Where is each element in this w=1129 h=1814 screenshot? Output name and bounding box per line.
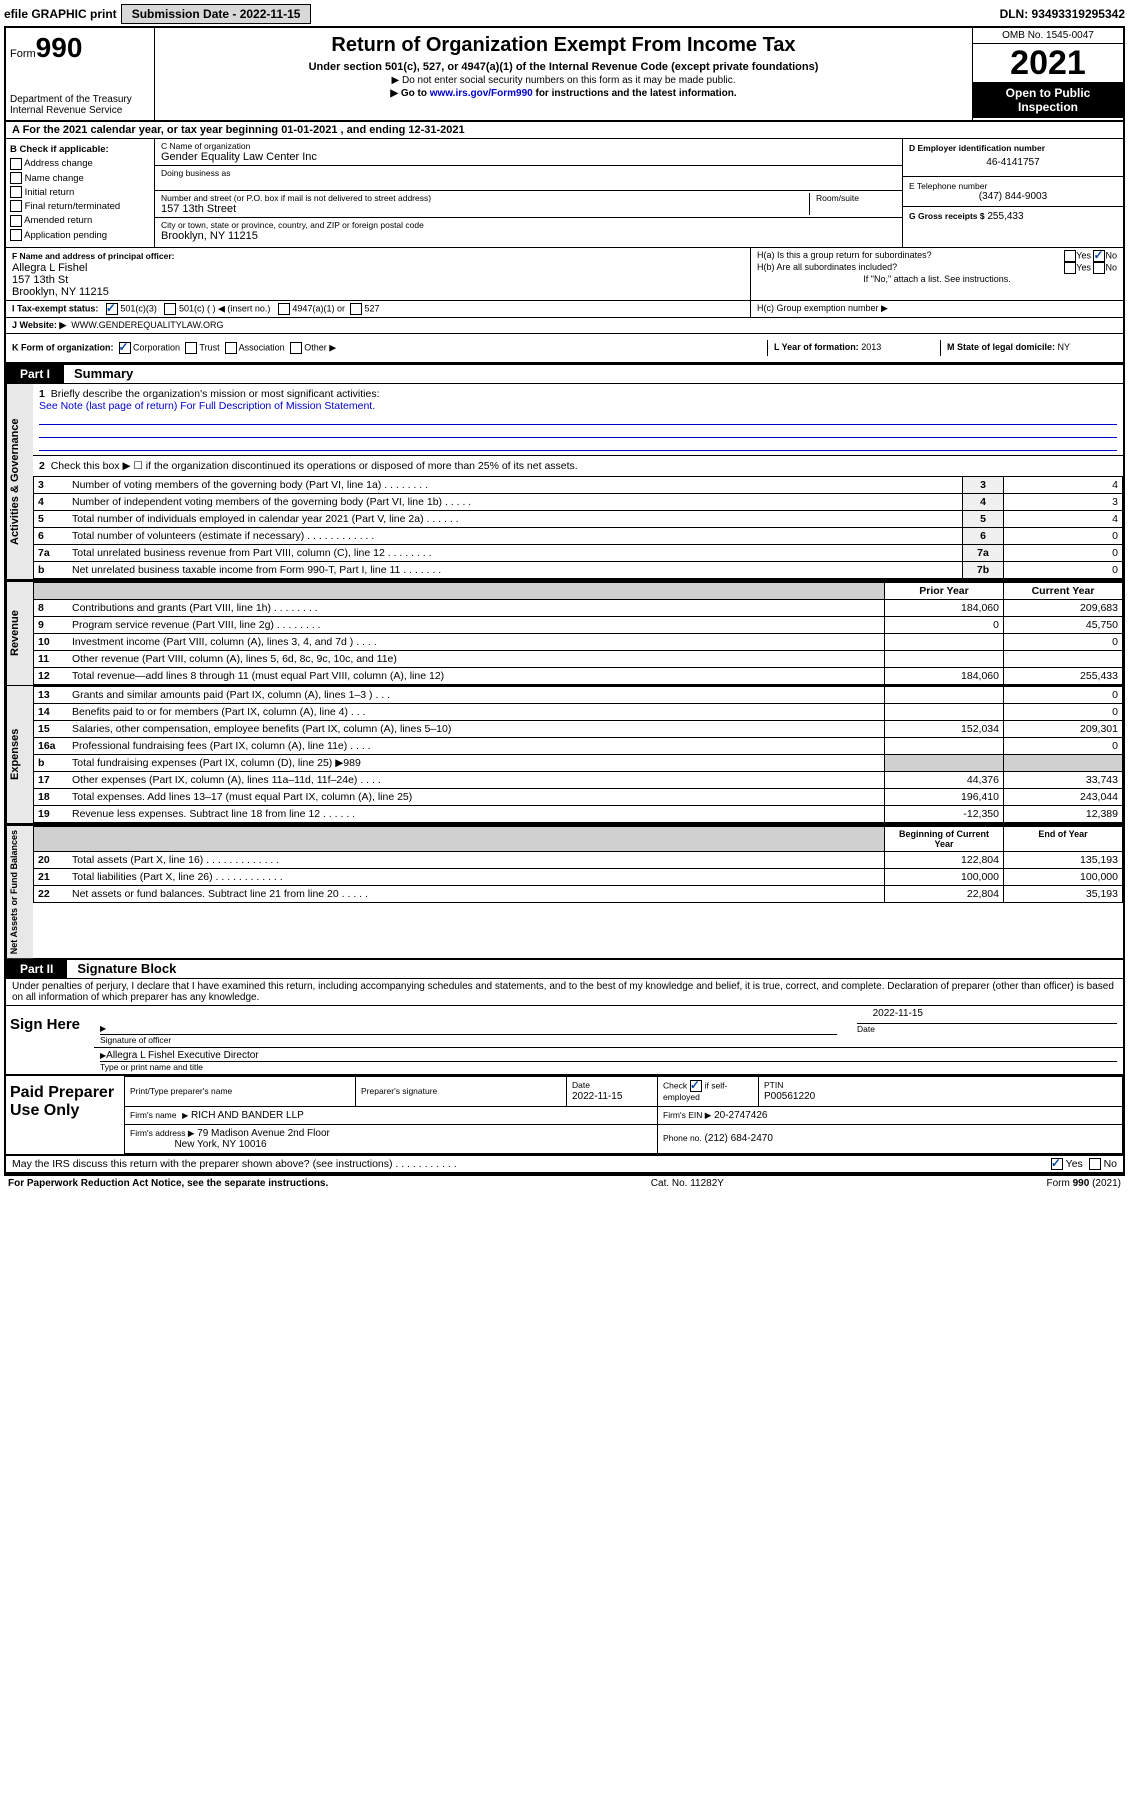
row-i: I Tax-exempt status: 501(c)(3) 501(c) ( …: [6, 301, 1123, 318]
net-assets-table: Beginning of Current YearEnd of Year20To…: [33, 826, 1123, 903]
row-j: J Website: ▶ WWW.GENDEREQUALITYLAW.ORG: [6, 318, 1123, 334]
chk-amended: Amended return: [10, 214, 150, 228]
ha-no[interactable]: [1093, 250, 1105, 262]
chk-address: Address change: [10, 157, 150, 171]
discuss-no[interactable]: [1089, 1158, 1101, 1170]
part1-header: Part I Summary: [6, 363, 1123, 384]
section-governance: Activities & Governance 1 Briefly descri…: [6, 384, 1123, 580]
efile-label: efile GRAPHIC print: [4, 7, 117, 21]
irs-link[interactable]: www.irs.gov/Form990: [430, 88, 533, 99]
section-revenue: Revenue Prior YearCurrent Year8Contribut…: [6, 580, 1123, 686]
chk-501c3[interactable]: [106, 303, 118, 315]
section-expenses: Expenses 13Grants and similar amounts pa…: [6, 686, 1123, 824]
revenue-table: Prior YearCurrent Year8Contributions and…: [33, 582, 1123, 685]
section-bcd: B Check if applicable: Address change Na…: [6, 139, 1123, 248]
paid-preparer: Paid Preparer Use Only Print/Type prepar…: [6, 1076, 1123, 1156]
row-klm: K Form of organization: Corporation Trus…: [6, 334, 1123, 363]
discuss-yes[interactable]: [1051, 1158, 1063, 1170]
chk-pending: Application pending: [10, 229, 150, 243]
section-net-assets: Net Assets or Fund Balances Beginning of…: [6, 824, 1123, 960]
form-990: Form990 Department of the Treasury Inter…: [4, 26, 1125, 1176]
chk-initial: Initial return: [10, 186, 150, 200]
submission-date-btn[interactable]: Submission Date - 2022-11-15: [121, 4, 312, 24]
header-right: OMB No. 1545-0047 2021 Open to Public In…: [972, 28, 1123, 120]
chk-self-emp[interactable]: [690, 1080, 702, 1092]
hb-yes[interactable]: [1064, 262, 1076, 274]
header-left: Form990 Department of the Treasury Inter…: [6, 28, 155, 120]
chk-final: Final return/terminated: [10, 200, 150, 214]
perjury-text: Under penalties of perjury, I declare th…: [6, 979, 1123, 1005]
ha-yes[interactable]: [1064, 250, 1076, 262]
page-footer: For Paperwork Reduction Act Notice, see …: [4, 1176, 1125, 1191]
chk-name: Name change: [10, 172, 150, 186]
form-title: Return of Organization Exempt From Incom…: [163, 34, 964, 57]
top-bar: efile GRAPHIC print Submission Date - 20…: [4, 4, 1125, 24]
row-fh: F Name and address of principal officer:…: [6, 248, 1123, 301]
line-a: A For the 2021 calendar year, or tax yea…: [6, 122, 1123, 139]
box-deg: D Employer identification number 46-4141…: [902, 139, 1123, 247]
form-header: Form990 Department of the Treasury Inter…: [6, 28, 1123, 122]
part2-header: Part II Signature Block: [6, 960, 1123, 979]
header-mid: Return of Organization Exempt From Incom…: [155, 28, 972, 120]
expenses-table: 13Grants and similar amounts paid (Part …: [33, 686, 1123, 823]
mission-link[interactable]: See Note (last page of return) For Full …: [39, 400, 375, 412]
discuss-row: May the IRS discuss this return with the…: [6, 1156, 1123, 1174]
box-c: C Name of organization Gender Equality L…: [155, 139, 902, 247]
sign-here: Sign Here 2022-11-15 Signature of office…: [6, 1005, 1123, 1076]
dln-label: DLN: 93493319295342: [1000, 7, 1125, 21]
governance-table: 3Number of voting members of the governi…: [33, 476, 1123, 579]
chk-corp[interactable]: [119, 342, 131, 354]
hb-no[interactable]: [1093, 262, 1105, 274]
box-b: B Check if applicable: Address change Na…: [6, 139, 155, 247]
